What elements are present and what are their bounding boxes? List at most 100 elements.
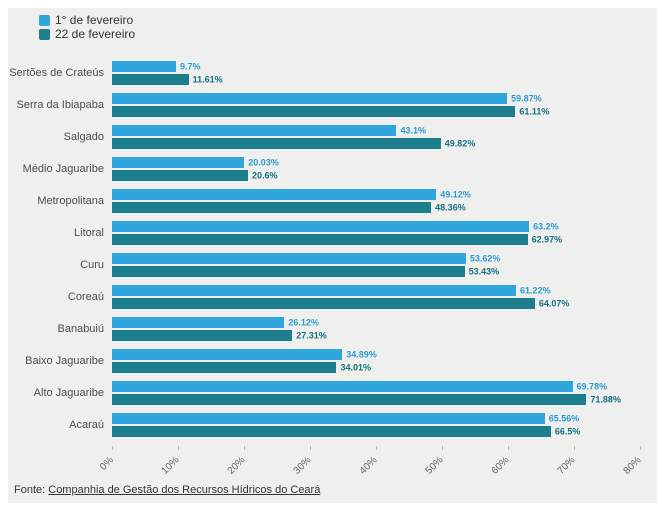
category-row: Salgado 43.1% 49.82% xyxy=(8,125,657,149)
source-link[interactable]: Companhia de Gestão dos Recursos Hídrico… xyxy=(48,484,321,496)
x-axis-tickmark xyxy=(442,446,443,450)
bar-feb1: 9.7% xyxy=(112,61,201,72)
bar-value-label: 20.03% xyxy=(248,157,279,167)
bar-value-label: 62.97% xyxy=(531,234,563,244)
category-label: Acaraú xyxy=(69,418,104,431)
bar-feb22: 20.6% xyxy=(112,170,277,181)
category-row: Serra da Ibiapaba 59.87% 61.11% xyxy=(8,93,657,117)
bar-group: 65.56% 66.5% xyxy=(112,413,640,437)
x-axis-tick-label: 20% xyxy=(225,454,248,477)
legend-swatch-feb22-icon xyxy=(39,29,50,40)
bar-group: 20.03% 20.6% xyxy=(112,157,640,181)
category-label: Sertões de Crateús xyxy=(9,66,104,79)
category-label: Alto Jaguaribe xyxy=(33,386,104,399)
category-row: Alto Jaguaribe 69.78% 71.88% xyxy=(8,381,657,405)
bar-value-label: 65.56% xyxy=(548,413,580,423)
x-axis-tick-label: 30% xyxy=(291,454,314,477)
bar-chart: Sertões de Crateús 9.7% 11.61% Serra da … xyxy=(8,61,657,481)
bar-feb1: 26.12% xyxy=(112,317,319,328)
category-label: Salgado xyxy=(63,130,104,143)
bar-value-label: 49.12% xyxy=(440,189,471,199)
x-axis-tickmark xyxy=(574,446,575,450)
bar-value-label: 27.31% xyxy=(296,330,327,340)
category-row: Médio Jaguaribe 20.03% 20.6% xyxy=(8,157,657,181)
bar-group: 9.7% 11.61% xyxy=(112,61,640,85)
legend-item-feb1: 1° de fevereiro xyxy=(39,14,135,27)
bar-value-label: 61.22% xyxy=(520,285,551,295)
category-label: Curu xyxy=(80,258,104,271)
bar-feb1: 65.56% xyxy=(112,413,579,424)
legend-label-feb1: 1° de fevereiro xyxy=(55,13,134,27)
category-row: Metropolitana 49.12% 48.36% xyxy=(8,189,657,213)
bar-feb22: 71.88% xyxy=(112,394,621,405)
bar-value-label: 9.7% xyxy=(180,61,201,71)
x-axis-tickmark xyxy=(244,446,245,450)
x-axis-tickmark xyxy=(376,446,377,450)
bar-feb1: 59.87% xyxy=(112,93,542,104)
category-row: Sertões de Crateús 9.7% 11.61% xyxy=(8,61,657,85)
x-axis-tick-label: 50% xyxy=(423,454,446,477)
x-axis-tickmark xyxy=(640,446,641,450)
category-row: Banabuiú 26.12% 27.31% xyxy=(8,317,657,341)
bar-group: 43.1% 49.82% xyxy=(112,125,640,149)
category-label: Coreaú xyxy=(67,290,104,303)
legend-item-feb22: 22 de fevereiro xyxy=(39,28,135,41)
bar-value-label: 71.88% xyxy=(590,394,621,404)
bar-value-label: 26.12% xyxy=(288,317,319,327)
bar-feb1: 34.89% xyxy=(112,349,377,360)
bar-value-label: 20.6% xyxy=(251,170,278,180)
bar-value-label: 34.89% xyxy=(346,349,377,359)
bar-feb1: 49.12% xyxy=(112,189,471,200)
bar-feb22: 48.36% xyxy=(112,202,466,213)
bar-value-label: 53.43% xyxy=(468,266,500,276)
bar-value-label: 69.78% xyxy=(576,381,608,391)
bar-group: 59.87% 61.11% xyxy=(112,93,640,117)
bar-value-label: 66.5% xyxy=(554,426,581,436)
chart-panel: 1° de fevereiro 22 de fevereiro Sertões … xyxy=(8,8,657,503)
bar-feb22: 53.43% xyxy=(112,266,499,277)
category-label: Serra da Ibiapaba xyxy=(16,98,104,111)
bar-feb1: 69.78% xyxy=(112,381,607,392)
bar-value-label: 11.61% xyxy=(192,74,223,84)
x-axis-tick-label: 40% xyxy=(357,454,380,477)
category-label: Litoral xyxy=(74,226,104,239)
bar-group: 63.2% 62.97% xyxy=(112,221,640,245)
x-axis-tick-label: 70% xyxy=(555,454,578,477)
x-axis-tickmark xyxy=(178,446,179,450)
legend: 1° de fevereiro 22 de fevereiro xyxy=(39,14,135,42)
bar-value-label: 34.01% xyxy=(340,362,371,372)
x-axis-tick-label: 80% xyxy=(621,454,644,477)
bar-value-label: 59.87% xyxy=(511,93,542,103)
x-axis-tick-label: 60% xyxy=(489,454,512,477)
category-row: Coreaú 61.22% 64.07% xyxy=(8,285,657,309)
bar-feb22: 27.31% xyxy=(112,330,327,341)
legend-swatch-feb1-icon xyxy=(39,15,50,26)
bar-value-label: 53.62% xyxy=(469,253,501,263)
bar-value-label: 63.2% xyxy=(533,221,559,231)
bar-feb1: 43.1% xyxy=(112,125,426,136)
source-prefix: Fonte: xyxy=(14,484,49,496)
category-label: Médio Jaguaribe xyxy=(22,162,104,175)
category-row: Baixo Jaguaribe 34.89% 34.01% xyxy=(8,349,657,373)
category-row: Litoral 63.2% 62.97% xyxy=(8,221,657,245)
bar-group: 26.12% 27.31% xyxy=(112,317,640,341)
bar-value-label: 49.82% xyxy=(444,138,476,148)
bar-feb1: 20.03% xyxy=(112,157,279,168)
bar-feb1: 61.22% xyxy=(112,285,551,296)
x-axis-tickmark xyxy=(508,446,509,450)
x-axis-tick-label: 10% xyxy=(159,454,182,477)
bar-group: 53.62% 53.43% xyxy=(112,253,640,277)
bar-feb22: 66.5% xyxy=(112,426,580,437)
bar-feb22: 61.11% xyxy=(112,106,549,117)
category-row: Acaraú 65.56% 66.5% xyxy=(8,413,657,437)
bar-value-label: 64.07% xyxy=(538,298,570,308)
bar-feb1: 63.2% xyxy=(112,221,559,232)
legend-label-feb22: 22 de fevereiro xyxy=(55,27,136,41)
bar-group: 34.89% 34.01% xyxy=(112,349,640,373)
x-axis-tick-label: 0% xyxy=(97,454,116,473)
category-label: Baixo Jaguaribe xyxy=(25,354,104,367)
bar-feb22: 64.07% xyxy=(112,298,569,309)
bar-group: 49.12% 48.36% xyxy=(112,189,640,213)
bar-value-label: 43.1% xyxy=(400,125,426,135)
